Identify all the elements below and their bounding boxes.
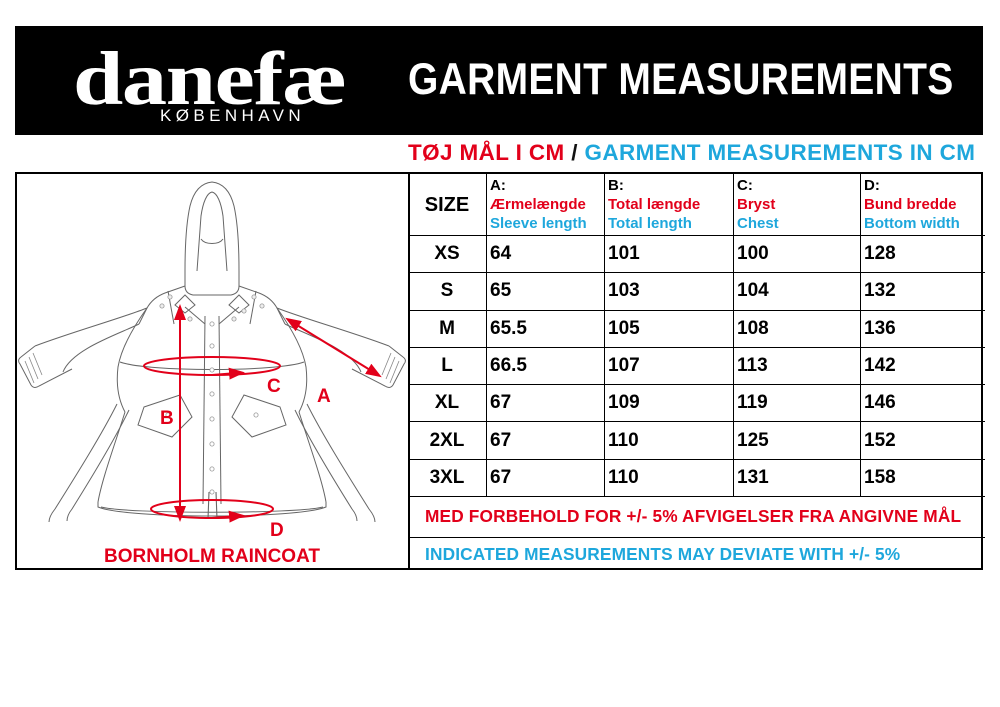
svg-text:C: C	[267, 376, 281, 397]
svg-text:B: B	[160, 408, 174, 429]
svg-text:BORNHOLM RAINCOAT: BORNHOLM RAINCOAT	[104, 546, 320, 567]
svg-text:A: A	[317, 386, 331, 407]
svg-text:D: D	[270, 520, 284, 541]
